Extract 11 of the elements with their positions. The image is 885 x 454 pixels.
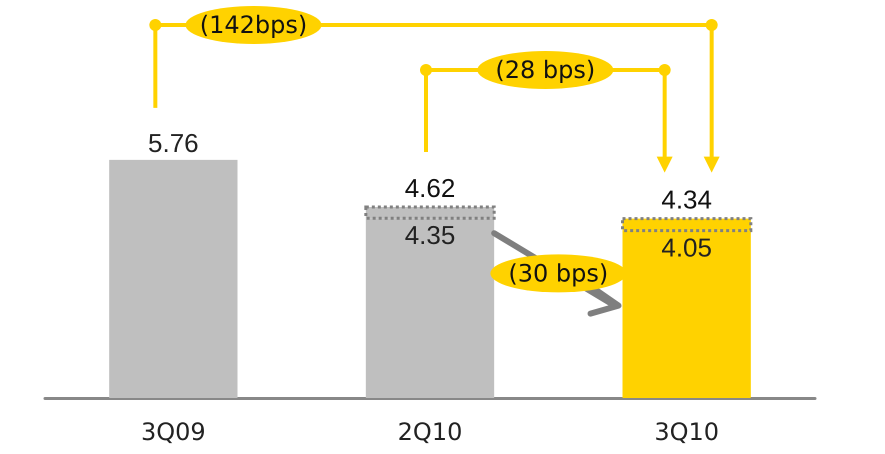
data-label: 5.76 — [148, 128, 199, 158]
text: (142bps) — [200, 11, 308, 39]
x-tick-label: 3Q09 — [140, 418, 206, 446]
data-label: 4.05 — [661, 232, 712, 263]
data-label: 4.35 — [404, 220, 456, 250]
annotation: (30 bps) — [508, 259, 608, 288]
text: (28 bps) — [495, 56, 596, 84]
x-tick-label: 2Q10 — [398, 418, 462, 446]
total-label: 4.34 — [661, 184, 712, 215]
x-tick-label: 3Q10 — [654, 418, 720, 446]
total-label: 4.62 — [404, 173, 456, 204]
